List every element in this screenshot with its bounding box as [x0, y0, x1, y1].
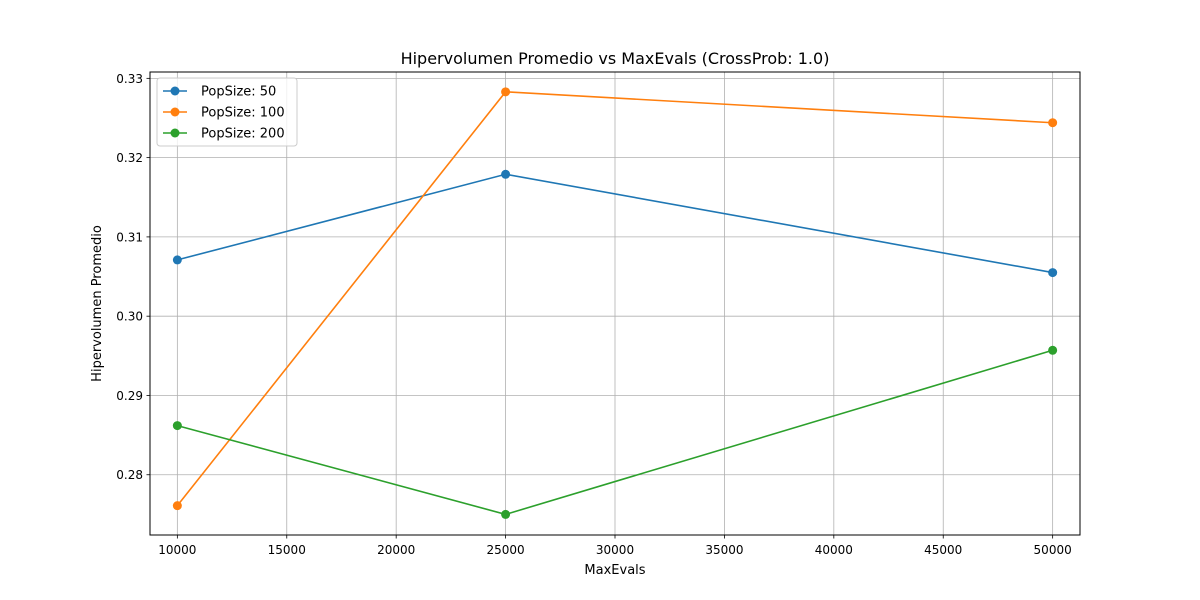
x-tick-label: 20000: [377, 543, 415, 557]
series-1-point: [1048, 268, 1058, 278]
legend-label: PopSize: 50: [201, 85, 276, 100]
chart-title: Hipervolumen Promedio vs MaxEvals (Cross…: [401, 49, 830, 68]
x-tick-label: 25000: [486, 543, 524, 557]
series-2-point: [172, 501, 182, 511]
x-tick-label: 15000: [268, 543, 306, 557]
series-layer: [172, 87, 1058, 519]
legend-label: PopSize: 200: [201, 127, 285, 142]
series-1-point: [501, 169, 511, 179]
y-tick-label: 0.30: [116, 310, 143, 324]
series-2-point: [1048, 118, 1058, 128]
series-3-point: [1048, 345, 1058, 355]
legend-label: PopSize: 100: [201, 106, 285, 121]
y-tick-label: 0.33: [116, 72, 143, 86]
x-tick-label: 35000: [705, 543, 743, 557]
x-tick-label: 10000: [158, 543, 196, 557]
legend-box: [156, 77, 298, 147]
series-3-point: [172, 421, 182, 431]
y-tick-label: 0.29: [116, 389, 143, 403]
series-3-point: [501, 509, 511, 519]
y-tick-label: 0.31: [116, 230, 143, 244]
grid: [150, 72, 1080, 535]
legend-marker: [170, 107, 180, 117]
x-tick-label: 45000: [924, 543, 962, 557]
x-tick-label: 30000: [596, 543, 634, 557]
y-axis-label: Hipervolumen Promedio: [90, 225, 105, 382]
legend-marker: [170, 86, 180, 96]
legend-marker: [170, 128, 180, 138]
y-tick-label: 0.32: [116, 151, 143, 165]
axis-ticks: 10000 15000 20000 25000 30000 35000 40000 45000…: [116, 72, 1071, 557]
y-tick-label: 0.28: [116, 468, 143, 482]
x-tick-label: 50000: [1034, 543, 1072, 557]
x-axis-label: MaxEvals: [584, 563, 645, 578]
x-tick-label: 40000: [815, 543, 853, 557]
series-2-point: [501, 87, 511, 97]
series-1-point: [172, 255, 182, 265]
legend: PopSize: 50 PopSize: 100 PopSize: 200: [156, 77, 298, 147]
